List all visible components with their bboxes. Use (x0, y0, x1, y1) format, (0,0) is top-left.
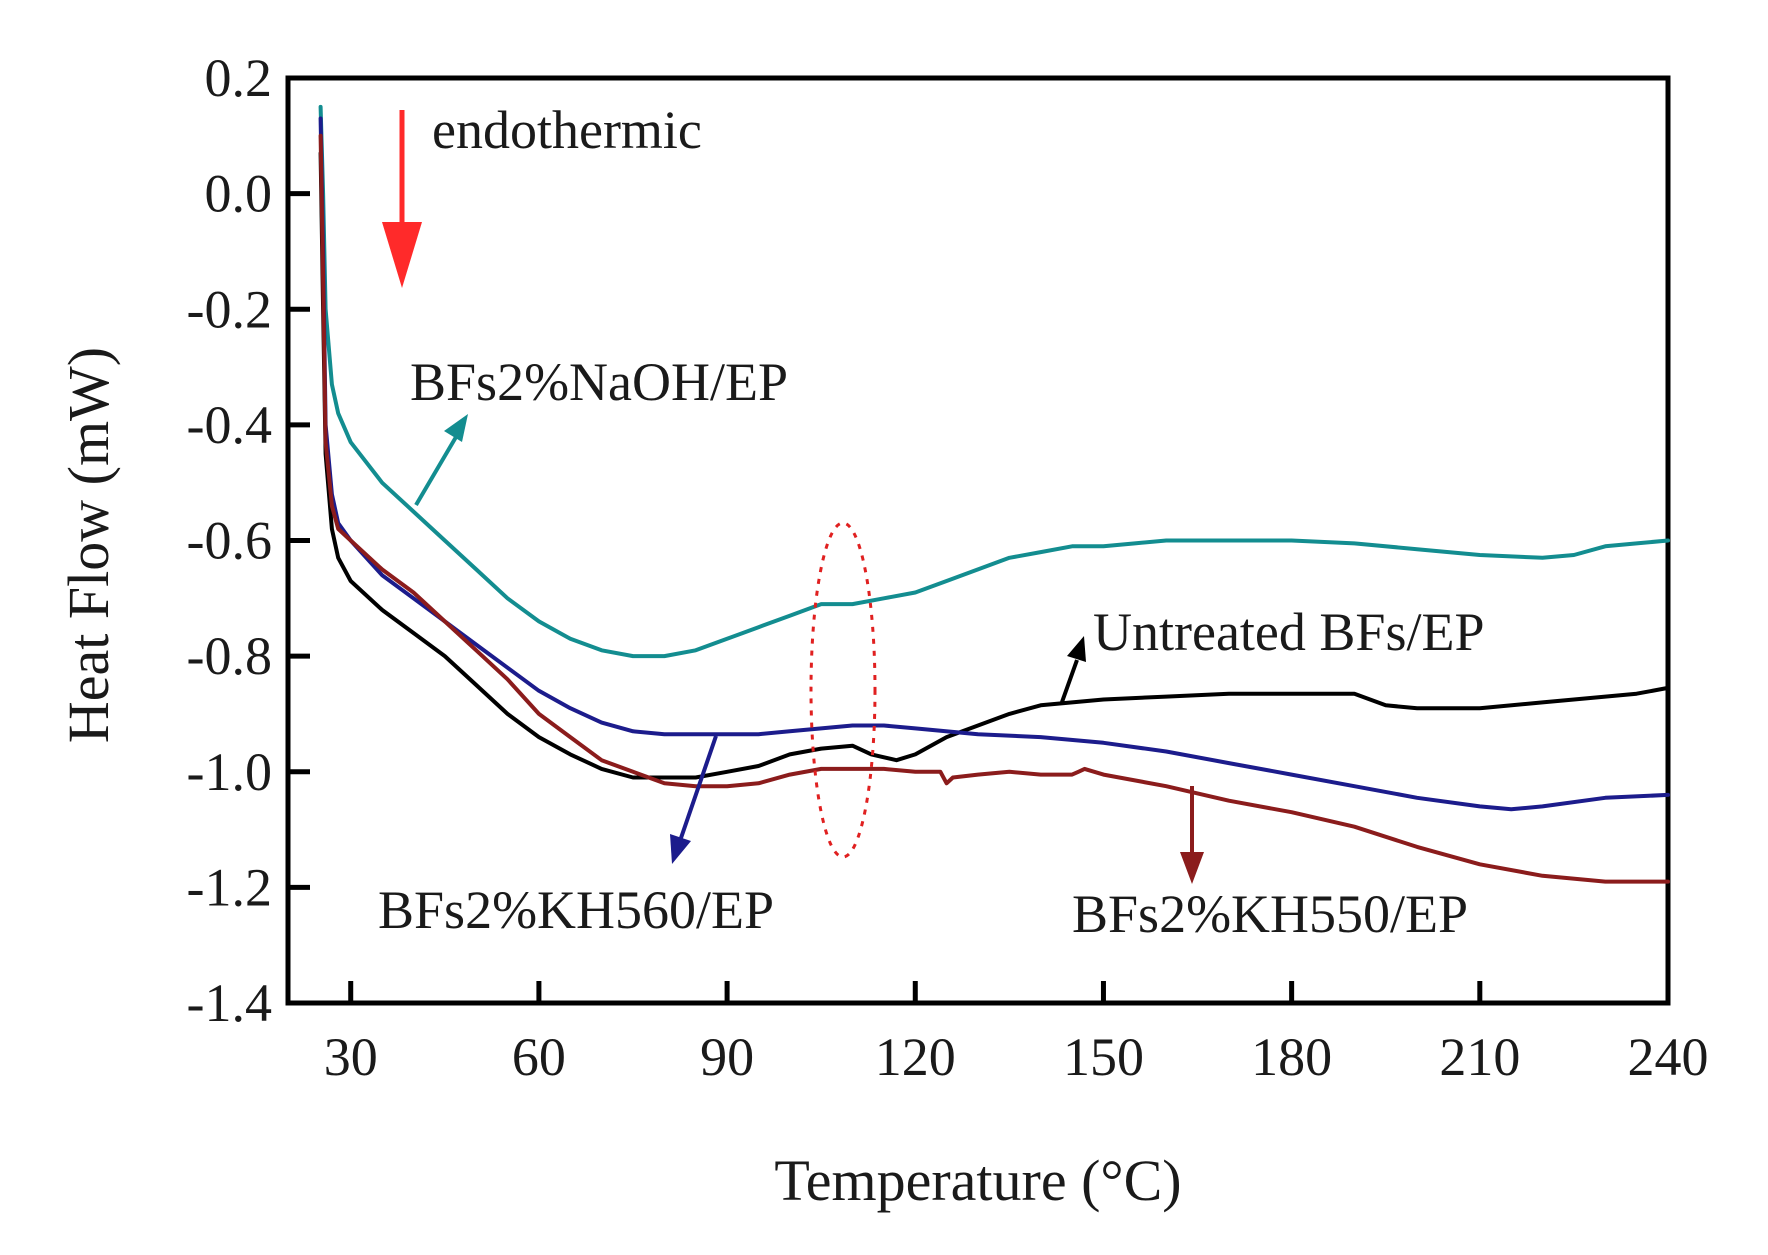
series-line-bfs2-kh550-ep (318, 133, 1670, 884)
label-kh550: BFs2%KH550/EP (1072, 884, 1468, 944)
y-axis-ticks: 0.2 0.0 -0.2 -0.4 -0.6 -0.8 -1.0 -1.2 -1.4 (187, 48, 310, 1033)
y-tick-label: 0.2 (205, 48, 273, 108)
label-naoh: BFs2%NaOH/EP (410, 352, 788, 412)
series-line-bfs2-naoh-ep (318, 104, 1670, 659)
y-tick-label: -1.0 (187, 742, 272, 802)
x-tick-label: 90 (700, 1027, 754, 1087)
pointer-naoh (414, 414, 468, 507)
series-lines (318, 104, 1670, 884)
y-tick-label: -0.8 (187, 626, 272, 686)
endothermic-label: endothermic (432, 100, 702, 160)
label-kh560: BFs2%KH560/EP (378, 880, 774, 940)
series-line-untreated-bfs-ep (318, 151, 1670, 780)
x-tick-label: 210 (1439, 1027, 1520, 1087)
y-tick-label: 0.0 (205, 164, 273, 224)
series-line-bfs2-kh560-ep (318, 116, 1670, 812)
x-axis-ticks: 30 60 90 120 150 180 210 240 (324, 981, 1709, 1087)
x-tick-label: 30 (324, 1027, 378, 1087)
x-tick-label: 60 (512, 1027, 566, 1087)
x-tick-label: 180 (1251, 1027, 1332, 1087)
x-tick-label: 150 (1063, 1027, 1144, 1087)
y-tick-label: -1.4 (187, 973, 272, 1033)
endothermic-arrowhead (382, 222, 422, 288)
x-tick-label: 120 (875, 1027, 956, 1087)
x-axis-title: Temperature (°C) (774, 1148, 1181, 1213)
y-tick-label: -0.4 (187, 395, 272, 455)
label-untreated: Untreated BFs/EP (1093, 602, 1484, 662)
y-tick-label: -0.2 (187, 279, 272, 339)
highlight-ellipse (809, 521, 877, 859)
y-axis-title: Heat Flow (mW) (56, 347, 121, 743)
y-tick-label: -1.2 (187, 857, 272, 917)
pointer-kh550 (1180, 786, 1204, 884)
y-tick-label: -0.6 (187, 511, 272, 571)
plot-area-frame (285, 75, 1671, 1006)
pointer-kh560 (670, 735, 718, 864)
x-tick-label: 240 (1628, 1027, 1709, 1087)
pointer-untreated (1060, 636, 1086, 703)
